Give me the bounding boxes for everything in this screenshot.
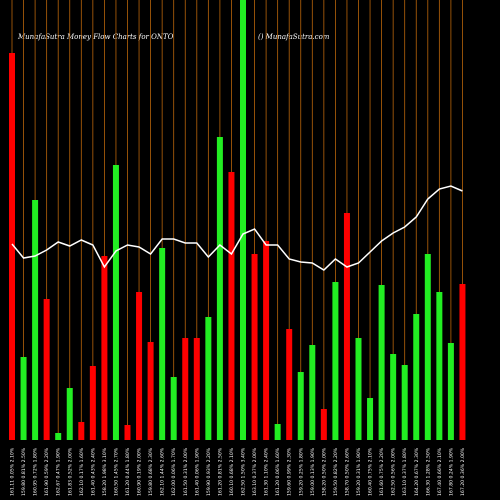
bar <box>240 0 246 440</box>
x-tick-label: 159.00 0.13% 1.90% <box>310 447 316 496</box>
x-tick-label: 159.20 0.25% 1.80% <box>298 447 304 496</box>
x-tick-label: 162.00 0.06% 1.70% <box>171 447 177 496</box>
bar <box>401 365 408 440</box>
chart-subtitle: () MunafaSutra.com <box>258 33 330 41</box>
bar <box>320 409 327 440</box>
bar <box>297 372 304 440</box>
bar <box>390 354 397 440</box>
bar <box>436 292 443 440</box>
bar <box>447 343 454 440</box>
bar <box>78 422 85 440</box>
x-tick-label: 159.90 0.93% 2.20% <box>206 447 212 496</box>
bar <box>274 424 281 440</box>
x-tick-label: 160.50 1.45% 2.70% <box>113 447 119 496</box>
bar <box>55 433 62 440</box>
x-tick-label: 164.20 0.67% 2.30% <box>414 447 420 496</box>
x-tick-label: 159.20 0.31% 1.90% <box>356 447 362 496</box>
bar <box>147 342 154 440</box>
x-tick-label: 163.10 0.37% 2.00% <box>252 447 258 496</box>
x-tick-label: 161.40 0.06% 1.90% <box>194 447 200 496</box>
bar <box>170 377 177 440</box>
bar <box>343 213 350 440</box>
x-tick-label: 163.10 0.37% 1.80% <box>402 447 408 496</box>
x-tick-label: 158.70 0.50% 2.60% <box>344 447 350 496</box>
money-flow-line <box>11 185 463 271</box>
bar <box>193 338 200 440</box>
x-tick-label: 167.20 0.36% 2.00% <box>460 447 466 496</box>
bar <box>20 357 27 440</box>
x-tick-label: 162.10 1.44% 2.60% <box>160 447 166 496</box>
x-tick-label: 161.40 0.43% 2.40% <box>90 447 96 496</box>
x-tick-label: 162.10 0.17% 1.60% <box>79 447 85 496</box>
bar <box>378 285 385 440</box>
x-tick-label: 162.50 1.50% 3.40% <box>241 447 247 496</box>
bar <box>332 282 339 440</box>
bar <box>251 254 258 440</box>
bar <box>136 292 143 440</box>
bar <box>32 200 39 440</box>
x-tick-label: 161.30 1.10% 2.40% <box>264 447 270 496</box>
x-tick-label: 159.80 0.68% 2.30% <box>148 447 154 496</box>
bar <box>228 172 235 440</box>
chart-title: MunafaSutra Money Flow Charts for ONTO <box>17 33 174 41</box>
bar <box>216 137 223 440</box>
x-tick-label: 160.10 0.68% 2.10% <box>229 447 235 496</box>
x-tick-label: 161.90 0.59% 2.20% <box>44 447 50 496</box>
x-tick-label: 161.60 0.75% 2.20% <box>379 447 385 496</box>
bar <box>424 254 431 440</box>
bar <box>101 256 108 440</box>
x-tick-label: 159.50 0.82% 2.20% <box>333 447 339 496</box>
bar <box>205 317 212 440</box>
x-tick-label: 159.60 0.99% 2.30% <box>287 447 293 496</box>
bar <box>124 425 131 440</box>
x-tick-label: 161.11 0.05% 2.10% <box>10 447 16 496</box>
x-tick-label: 162.67 0.47% 1.90% <box>56 447 62 496</box>
bar <box>159 248 166 440</box>
x-tick-label: 161.20 0.44% 1.80% <box>125 447 131 496</box>
x-tick-label: 158.20 0.50% 2.00% <box>321 447 327 496</box>
bar <box>367 398 374 440</box>
bar <box>9 53 15 440</box>
x-tick-label: 161.83 0.52% 2.00% <box>67 447 73 496</box>
bar <box>66 388 73 440</box>
x-tick-label: 160.40 0.75% 2.10% <box>368 447 374 496</box>
bar <box>263 241 270 440</box>
x-tick-label: 158.20 1.98% 3.10% <box>102 447 108 496</box>
bar <box>43 299 50 440</box>
bar <box>459 284 466 440</box>
x-tick-label: 161.50 0.31% 2.00% <box>183 447 189 496</box>
x-tick-label: 159.80 0.81% 2.50% <box>21 447 27 496</box>
bar <box>182 338 189 440</box>
bar <box>112 165 119 440</box>
x-tick-label: 166.30 1.28% 2.50% <box>425 447 431 496</box>
bar <box>355 338 362 440</box>
x-tick-label: 160.95 0.72% 1.80% <box>33 447 39 496</box>
bar <box>413 314 420 440</box>
bar <box>89 366 96 440</box>
bar <box>309 345 316 440</box>
x-tick-label: 161.20 0.06% 1.60% <box>275 447 281 496</box>
x-tick-label: 167.80 0.24% 1.90% <box>448 447 454 496</box>
x-tick-label: 162.50 0.56% 2.00% <box>391 447 397 496</box>
x-tick-label: 167.40 0.66% 2.10% <box>437 447 443 496</box>
x-tick-label: 161.20 0.81% 2.50% <box>217 447 223 496</box>
x-tick-label: 160.90 0.19% 2.00% <box>137 447 143 496</box>
bar <box>286 329 293 440</box>
